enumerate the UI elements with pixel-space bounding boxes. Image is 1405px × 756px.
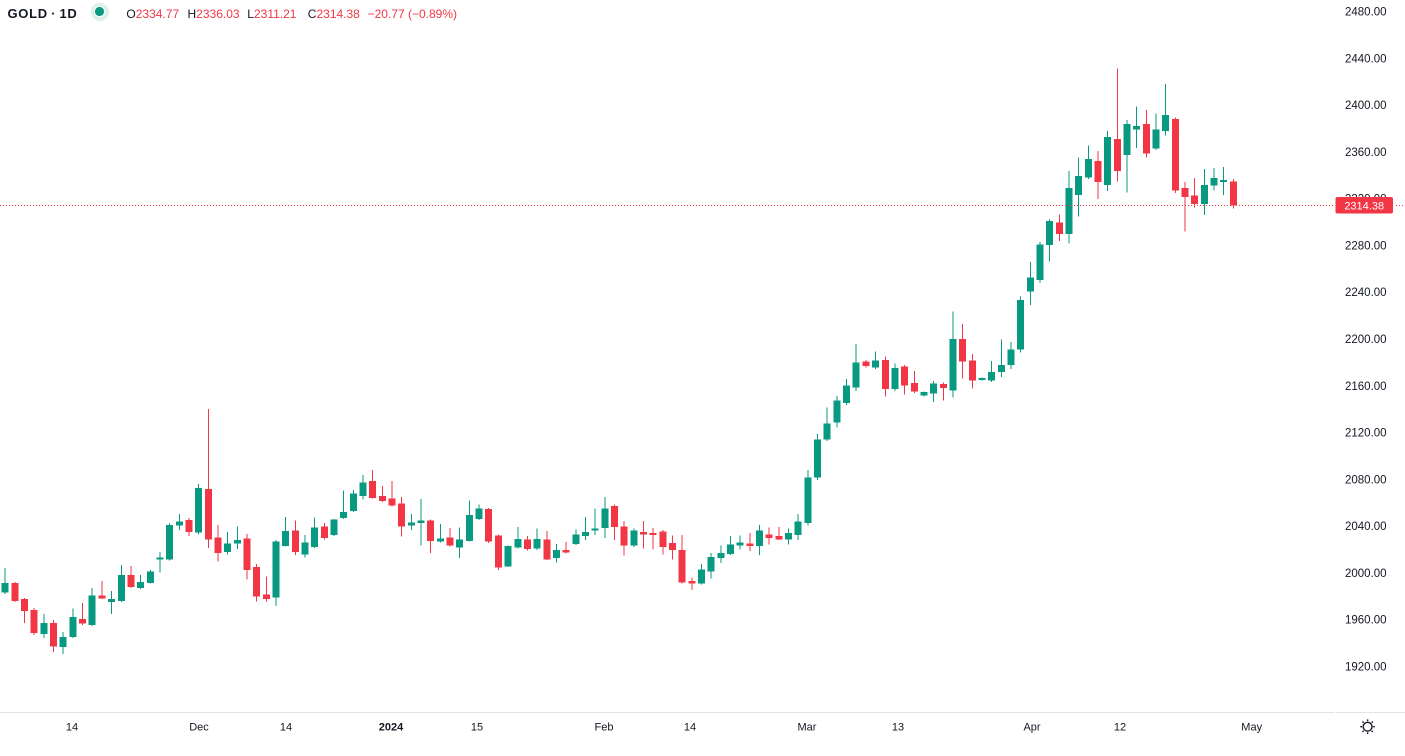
svg-text:2440.00: 2440.00 bbox=[1345, 53, 1387, 65]
svg-text:2080.00: 2080.00 bbox=[1345, 474, 1387, 486]
svg-text:1920.00: 1920.00 bbox=[1345, 662, 1387, 674]
svg-text:2120.00: 2120.00 bbox=[1345, 428, 1387, 440]
svg-text:2360.00: 2360.00 bbox=[1345, 147, 1387, 159]
svg-text:2314.38: 2314.38 bbox=[1344, 200, 1384, 212]
svg-text:2000.00: 2000.00 bbox=[1345, 568, 1387, 580]
svg-text:2480.00: 2480.00 bbox=[1345, 7, 1387, 19]
svg-text:Mar: Mar bbox=[798, 722, 817, 734]
svg-text:2024: 2024 bbox=[379, 722, 404, 734]
svg-text:2200.00: 2200.00 bbox=[1345, 334, 1387, 346]
svg-text:2160.00: 2160.00 bbox=[1345, 381, 1387, 393]
svg-text:May: May bbox=[1241, 722, 1262, 734]
svg-text:15: 15 bbox=[471, 722, 483, 734]
svg-text:2400.00: 2400.00 bbox=[1345, 100, 1387, 112]
svg-text:14: 14 bbox=[66, 722, 78, 734]
svg-text:14: 14 bbox=[280, 722, 292, 734]
svg-text:Apr: Apr bbox=[1023, 722, 1040, 734]
svg-text:Feb: Feb bbox=[595, 722, 614, 734]
svg-text:14: 14 bbox=[684, 722, 696, 734]
svg-text:12: 12 bbox=[1114, 722, 1126, 734]
svg-text:1960.00: 1960.00 bbox=[1345, 615, 1387, 627]
svg-text:13: 13 bbox=[892, 722, 904, 734]
svg-text:2040.00: 2040.00 bbox=[1345, 521, 1387, 533]
svg-text:Dec: Dec bbox=[189, 722, 209, 734]
svg-text:2280.00: 2280.00 bbox=[1345, 240, 1387, 252]
svg-text:2240.00: 2240.00 bbox=[1345, 287, 1387, 299]
